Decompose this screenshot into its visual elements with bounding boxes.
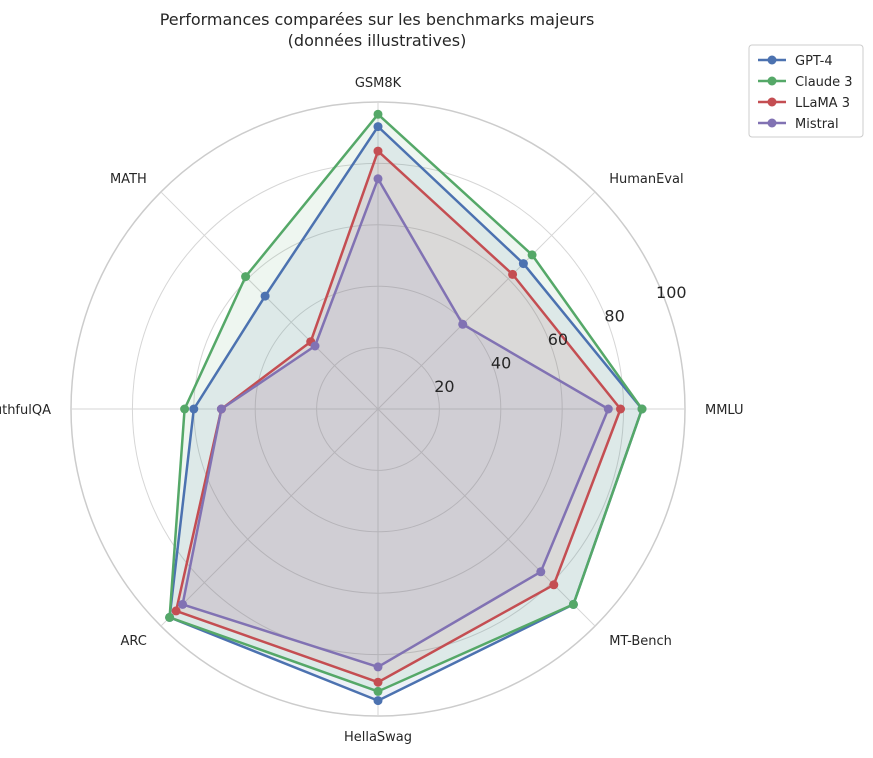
chart-subtitle: (données illustratives) [288,31,467,50]
axis-label-2: GSM8K [355,76,402,91]
series-point-1-3 [241,272,251,282]
series-points [165,109,647,706]
series-point-1-1 [527,250,537,260]
series-fills [169,114,642,701]
axis-labels: MMLU HumanEval GSM8K MATH TruthfulQA ARC Hella… [0,76,744,745]
tick-label-60: 60 [548,330,568,349]
series-point-3-1 [458,319,468,329]
tick-label-100: 100 [656,283,687,302]
series-point-3-5 [178,599,188,609]
series-point-3-3 [310,341,320,351]
series-point-1-4 [180,404,190,414]
series-point-0-3 [260,291,270,301]
grid-spoke-7 [377,408,596,627]
legend-label-1: Claude 3 [795,75,853,90]
series-point-2-5 [171,606,181,616]
series-point-1-0 [637,404,647,414]
series-point-2-2 [373,146,383,156]
legend-label-0: GPT-4 [795,54,833,69]
series-fill-0 [169,126,642,701]
axis-label-6: HellaSwag [344,730,412,745]
series-fill-2 [176,151,621,683]
series-point-2-0 [616,404,625,414]
legend-marker-3 [767,118,777,128]
legend: GPT-4 Claude 3 LLaMA 3 Mistral [748,44,864,138]
series-point-3-4 [216,404,226,414]
legend-marker-2 [767,97,777,107]
series-point-3-0 [603,404,613,414]
tick-label-40: 40 [491,354,511,373]
series-point-1-2 [373,109,383,119]
radial-tick-labels: 20 40 60 80 100 [434,283,686,396]
series-point-2-7 [549,580,559,590]
axis-label-5: ARC [120,634,146,649]
series-point-3-2 [373,174,383,184]
series-point-3-7 [536,567,546,577]
axis-label-1: HumanEval [609,172,683,187]
axis-label-0: MMLU [705,403,744,418]
series-point-1-7 [568,599,578,609]
legend-box [748,44,864,138]
tick-label-20: 20 [434,377,454,396]
grid-spoke-3 [160,191,379,410]
series-fill-3 [182,178,609,667]
series-point-0-1 [518,259,528,269]
legend-label-3: Mistral [795,117,839,132]
axis-label-3: MATH [110,172,147,187]
legend-marker-1 [767,76,777,86]
series-point-0-2 [373,122,383,132]
chart-title: Performances comparées sur les benchmark… [160,10,595,29]
legend-marker-0 [767,55,777,65]
series-point-2-6 [373,677,383,687]
series-point-3-6 [373,662,383,672]
tick-label-80: 80 [604,307,624,326]
grid-spoke-5 [160,408,379,627]
series-point-0-4 [189,404,199,414]
series-point-2-1 [508,269,518,279]
series-point-1-6 [373,686,383,696]
legend-label-2: LLaMA 3 [795,96,850,111]
series-point-0-6 [373,696,383,706]
axis-label-7: MT-Bench [609,634,672,649]
series-point-1-5 [165,612,175,622]
series-fill-1 [169,114,642,692]
axis-label-4: TruthfulQA [0,403,51,418]
grid-spoke-1 [377,191,596,410]
